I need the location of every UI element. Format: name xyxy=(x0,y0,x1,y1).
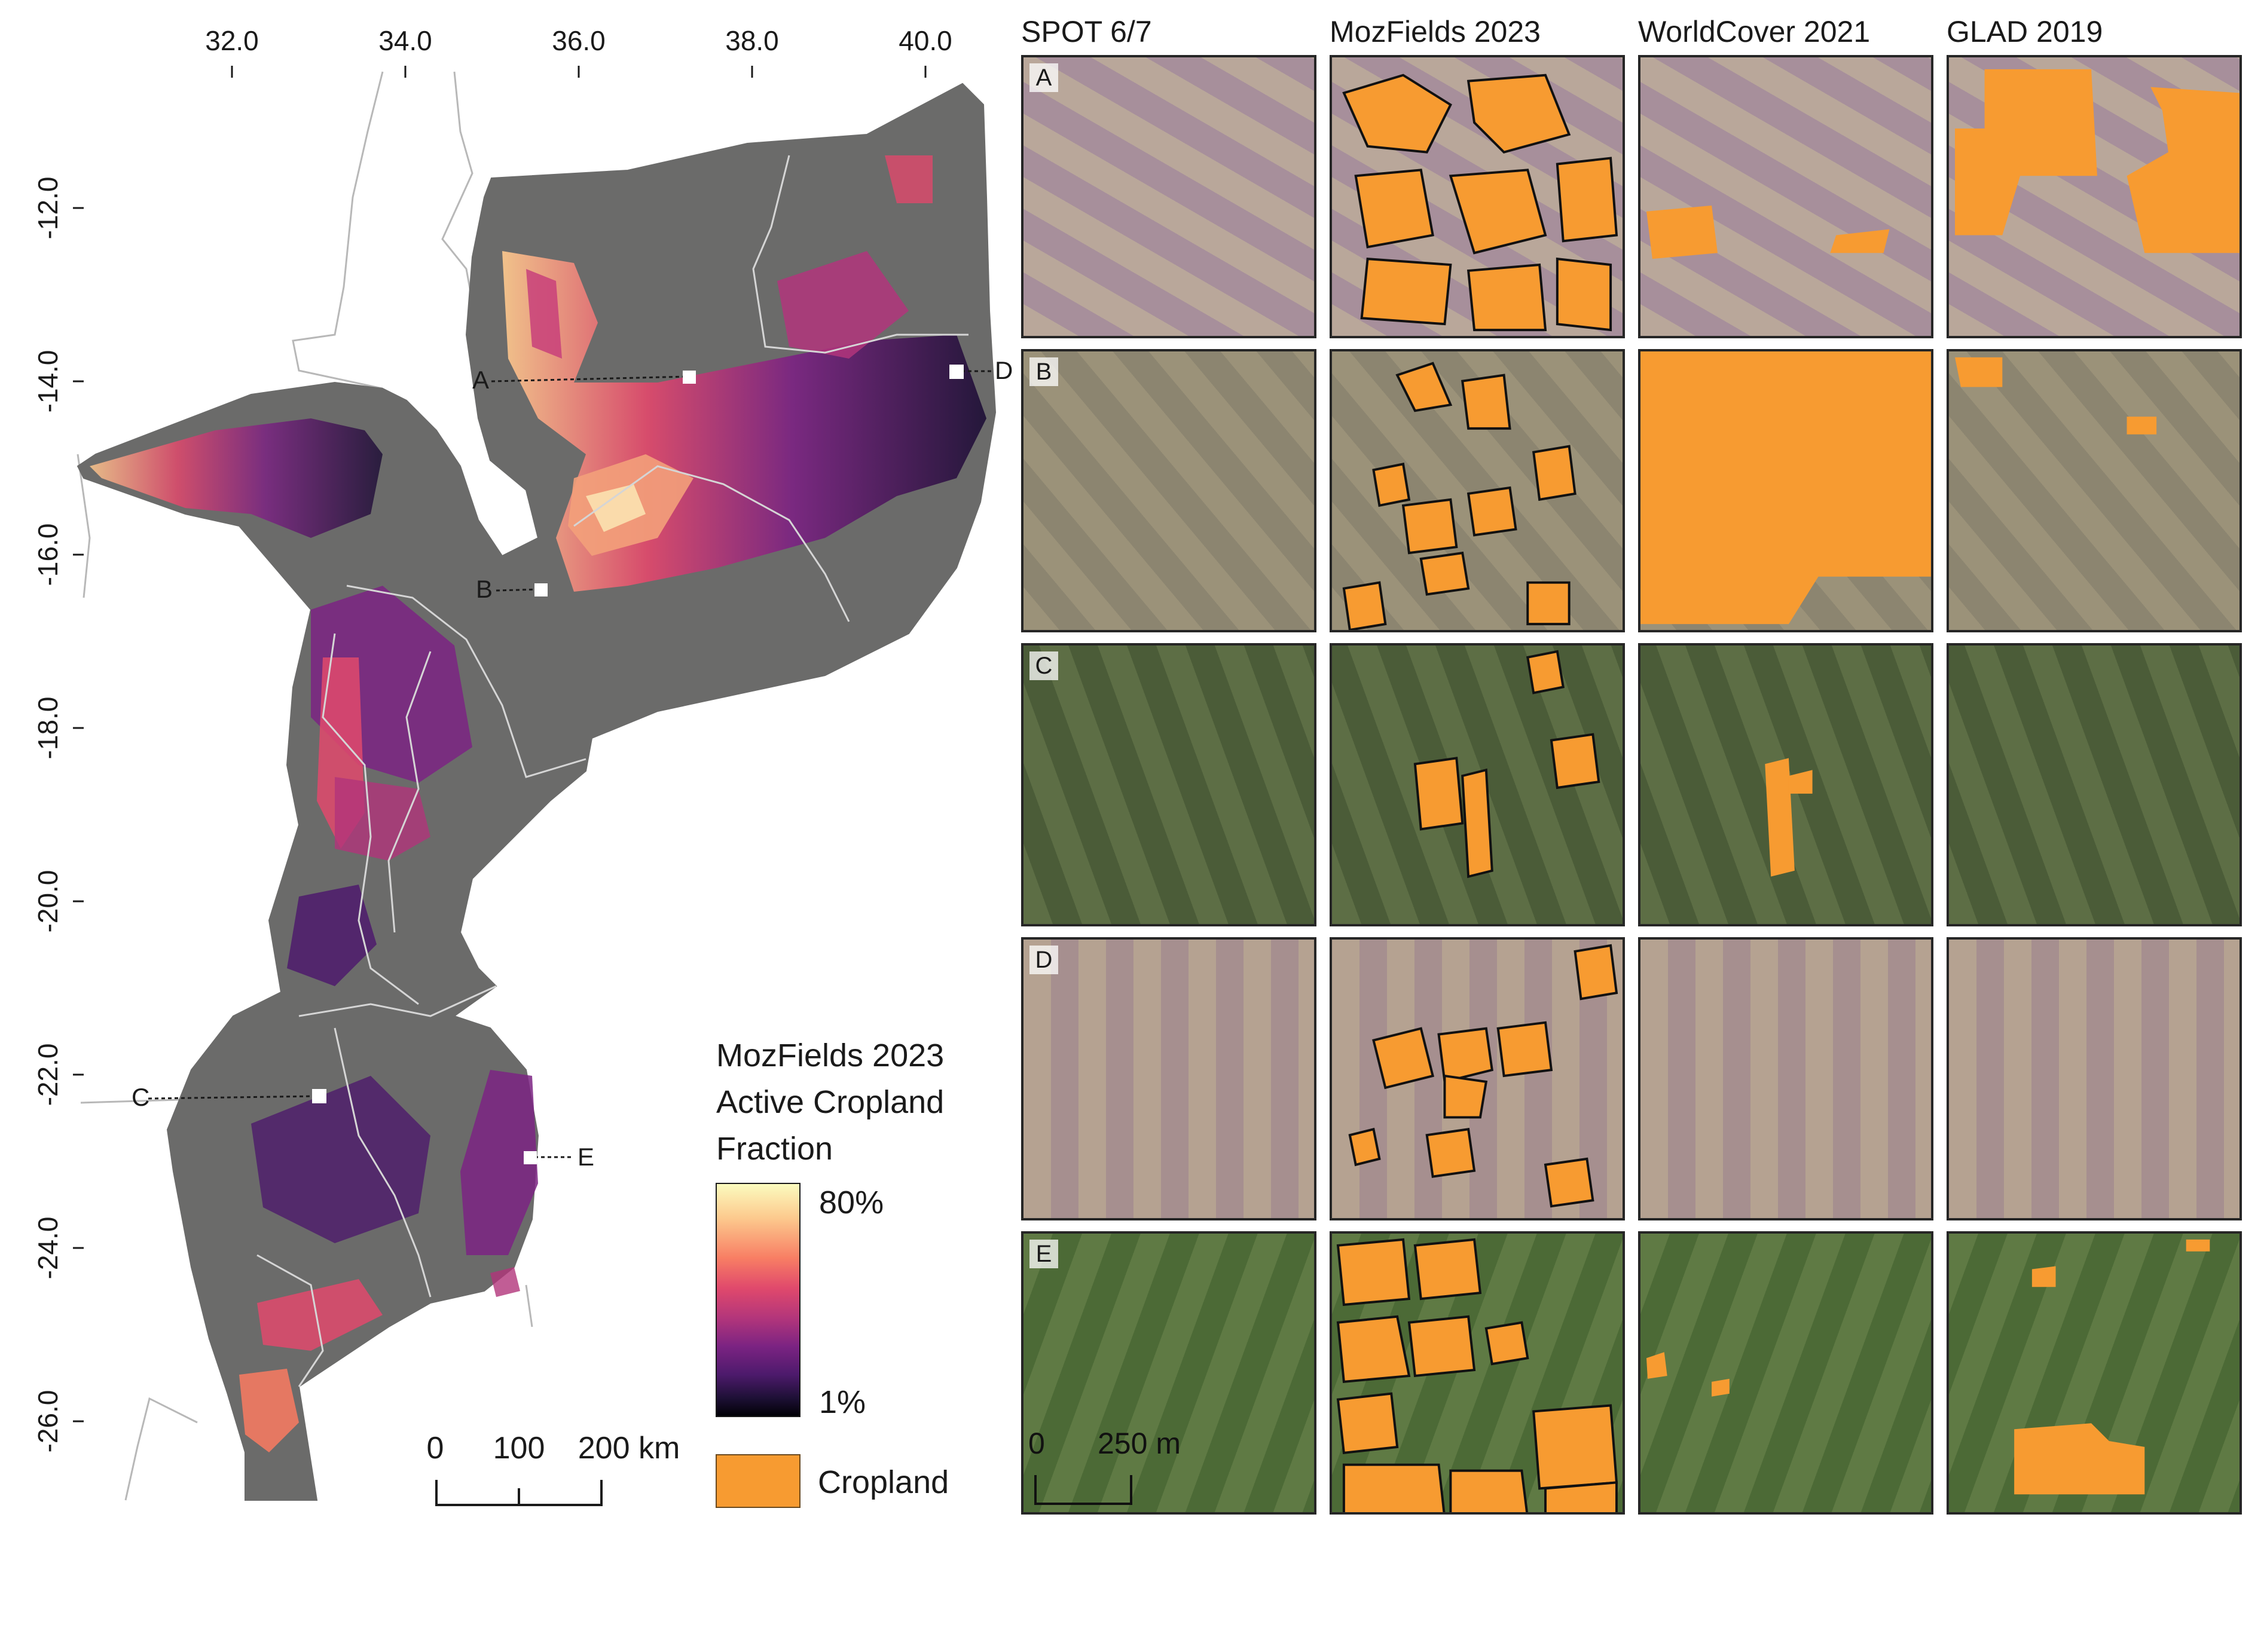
lat-tick-label: -22.0 xyxy=(32,1044,63,1106)
panel-c-col4 xyxy=(1947,643,2242,926)
panel-e-col3 xyxy=(1638,1231,1933,1515)
lat-tick-label: -12.0 xyxy=(32,177,63,240)
panel-c-col1: C xyxy=(1021,643,1316,926)
site-marker-e[interactable]: E xyxy=(524,1143,594,1171)
panel-e-col2 xyxy=(1330,1231,1625,1515)
site-label: E xyxy=(578,1143,594,1171)
site-marker-d[interactable]: D xyxy=(949,356,1013,384)
lat-tick-label: -26.0 xyxy=(32,1390,63,1453)
panel-a-col1: A xyxy=(1021,55,1316,338)
map-scale-bar: 0 100 200 km xyxy=(427,1431,680,1506)
legend-max-label: 80% xyxy=(819,1185,884,1220)
panel-e-col4 xyxy=(1947,1231,2242,1515)
latitude-axis: -12.0 -14.0 -16.0 -18.0 -20.0 -22.0 -24.… xyxy=(32,177,84,1453)
lat-tick-label: -14.0 xyxy=(32,350,63,413)
image-scale-label: 250 m xyxy=(1098,1427,1181,1460)
panel-b-col4 xyxy=(1947,349,2242,632)
cropland-legend-label: Cropland xyxy=(818,1464,949,1500)
lon-tick-label: 32.0 xyxy=(205,25,259,56)
panel-row-letter: D xyxy=(1029,946,1058,974)
site-label: B xyxy=(476,575,493,603)
lon-tick-label: 34.0 xyxy=(378,25,432,56)
lon-tick-label: 36.0 xyxy=(552,25,606,56)
panel-d-col2 xyxy=(1330,937,1625,1220)
lon-tick-label: 40.0 xyxy=(899,25,952,56)
column-header-glad: GLAD 2019 xyxy=(1947,15,2103,48)
panel-b-col2 xyxy=(1330,349,1625,632)
panel-c-col3 xyxy=(1638,643,1933,926)
scale-tick-label: 0 xyxy=(427,1431,444,1466)
lon-tick-label: 38.0 xyxy=(725,25,779,56)
column-header-mozfields: MozFields 2023 xyxy=(1330,15,1541,48)
panel-d-col3 xyxy=(1638,937,1933,1220)
cropland-fraction-heat xyxy=(90,155,986,1452)
mozambique-cropland-map: 32.0 34.0 36.0 38.0 40.0 -12.0 -14.0 -16… xyxy=(32,25,1013,1508)
site-label: D xyxy=(995,356,1013,384)
lat-tick-label: -16.0 xyxy=(32,524,63,586)
legend-color-ramp xyxy=(716,1183,801,1417)
lat-tick-label: -18.0 xyxy=(32,697,63,760)
panel-a-col4 xyxy=(1947,55,2242,338)
panel-e-col1: E xyxy=(1021,1231,1316,1515)
panel-c-col2 xyxy=(1330,643,1625,926)
panel-row-letter: B xyxy=(1029,357,1058,386)
site-label: C xyxy=(132,1083,149,1111)
site-marker-c[interactable]: C xyxy=(132,1083,326,1111)
lat-tick-label: -20.0 xyxy=(32,870,63,933)
panel-b-col3 xyxy=(1638,349,1933,632)
province-borders xyxy=(256,155,968,1387)
image-scale-zero: 0 xyxy=(1028,1427,1045,1460)
panel-row-letter: A xyxy=(1029,63,1058,92)
longitude-axis: 32.0 34.0 36.0 38.0 40.0 xyxy=(205,25,952,78)
lat-tick-label: -24.0 xyxy=(32,1217,63,1280)
legend-title-line: Active Cropland xyxy=(716,1084,944,1120)
site-marker-b[interactable]: B xyxy=(476,575,548,603)
image-scale-bar xyxy=(1034,1475,1132,1505)
legend-title-line: MozFields 2023 xyxy=(716,1038,944,1073)
cropland-swatch xyxy=(716,1454,801,1508)
site-label: A xyxy=(472,366,489,394)
panel-a-col3 xyxy=(1638,55,1933,338)
scale-tick-label: 100 xyxy=(493,1431,545,1466)
panel-d-col1: D xyxy=(1021,937,1316,1220)
scale-tick-label: 200 km xyxy=(578,1431,680,1466)
neighbor-borders xyxy=(77,71,533,1501)
panel-row-letter: C xyxy=(1029,651,1058,680)
legend-min-label: 1% xyxy=(819,1384,866,1420)
column-header-spot: SPOT 6/7 xyxy=(1021,15,1152,48)
site-markers: A B C D E xyxy=(132,356,1013,1171)
map-legend: MozFields 2023 Active Cropland Fraction … xyxy=(716,1038,949,1508)
site-marker-a[interactable]: A xyxy=(472,366,696,394)
panel-b-col1: B xyxy=(1021,349,1316,632)
panel-row-letter: E xyxy=(1029,1240,1058,1268)
column-header-worldcover: WorldCover 2021 xyxy=(1638,15,1871,48)
legend-title-line: Fraction xyxy=(716,1131,833,1167)
panel-d-col4 xyxy=(1947,937,2242,1220)
panel-a-col2 xyxy=(1330,55,1625,338)
